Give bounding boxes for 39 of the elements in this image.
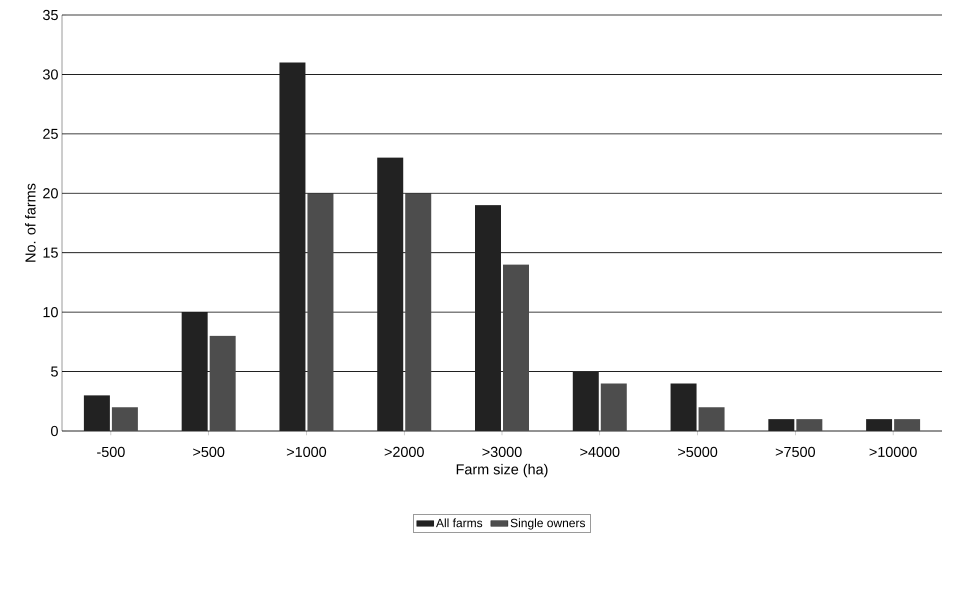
x-tick-label: >1000	[286, 446, 326, 457]
y-tick-label: 5	[51, 366, 58, 377]
y-tick-label: 10	[44, 307, 58, 318]
bar	[182, 312, 208, 431]
bar	[503, 264, 529, 431]
legend-label: All farms	[436, 518, 482, 528]
y-tick-label: 0	[51, 426, 58, 436]
x-tick-label: >2000	[384, 446, 424, 457]
legend-label: Single owners	[510, 518, 586, 530]
y-tick-label: 15	[44, 248, 58, 258]
x-tick-label: >5000	[678, 446, 718, 457]
x-tick-label: -500	[97, 446, 125, 457]
bar	[377, 158, 404, 431]
bar	[84, 395, 110, 431]
bar	[112, 407, 138, 431]
y-tick-label: 30	[43, 69, 58, 80]
bar	[572, 372, 599, 431]
x-tick-label: >7500	[776, 446, 815, 457]
y-tick-label: 35	[43, 10, 58, 20]
bar	[894, 419, 920, 431]
bar	[210, 336, 236, 431]
bar	[279, 62, 306, 431]
x-tick-label: >3000	[482, 446, 522, 457]
bar	[600, 383, 627, 431]
bar	[670, 383, 697, 431]
y-tick-label: 25	[43, 128, 58, 139]
bar	[307, 193, 334, 431]
y-tick-label: 20	[43, 188, 58, 198]
bar	[475, 205, 501, 431]
x-axis-title: Farm size (ha)	[456, 464, 548, 478]
bar	[866, 419, 892, 431]
bar	[698, 407, 725, 431]
bar	[796, 419, 822, 431]
bar	[768, 419, 794, 431]
y-axis-title: No. of farms	[25, 184, 36, 262]
x-tick-label: >500	[193, 446, 224, 457]
x-tick-label: >4000	[580, 446, 620, 457]
x-tick-label: >10000	[870, 446, 917, 457]
bar	[405, 193, 432, 431]
